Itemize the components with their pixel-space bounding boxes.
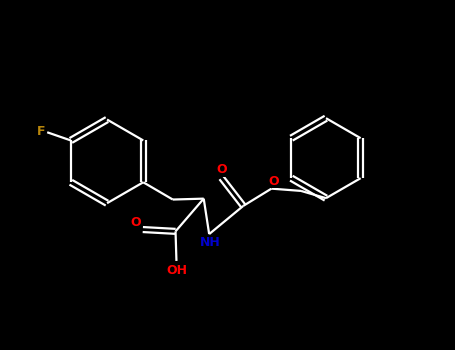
Text: O: O xyxy=(268,175,278,188)
Text: NH: NH xyxy=(200,236,221,249)
Text: OH: OH xyxy=(167,264,188,276)
Text: O: O xyxy=(216,163,227,176)
Text: F: F xyxy=(37,125,46,138)
Text: O: O xyxy=(131,216,142,229)
